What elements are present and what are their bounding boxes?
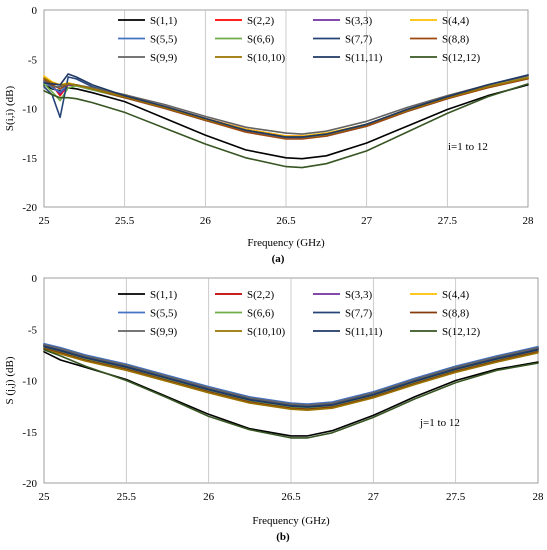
legend-label: S(7,7): [345, 34, 373, 46]
legend-label: S(11,11): [345, 326, 383, 338]
x-axis-title: Frequency (GHz): [252, 515, 330, 527]
x-tick-label: 25: [39, 215, 51, 227]
y-tick-label: -5: [28, 324, 38, 336]
legend-label: S(1,1): [150, 15, 178, 27]
legend-label: S(9,9): [150, 326, 178, 338]
legend-label: S(9,9): [150, 52, 178, 64]
series-line-S(6,6): [43, 346, 539, 410]
y-tick-label: -15: [22, 427, 37, 439]
y-axis-title: S(i,i) (dB): [4, 86, 16, 132]
legend: S(1,1) S(2,2) S(3,3) S(4,4) S(5,5) S(6,6) S(7,…: [118, 15, 481, 64]
chart-panel-b: 25 25.5 26 26.5 27 27.5 28 0 -5 -10 -15 -20 Frequenc…: [4, 273, 544, 543]
x-tick-label: 27: [361, 215, 373, 227]
x-tick-label: 26: [200, 215, 212, 227]
series-line-S(1,1): [43, 84, 529, 160]
series-group: [43, 73, 529, 169]
legend-label: S(3,3): [345, 15, 373, 27]
x-tick-label: 25: [39, 491, 51, 503]
series-line-S(7,7): [43, 344, 539, 407]
x-tick-label: 26.5: [276, 215, 296, 227]
annotation: j=1 to 12: [419, 417, 460, 429]
legend-label: S(10,10): [247, 326, 286, 338]
x-tick-label: 25.5: [115, 215, 135, 227]
series-group: [43, 342, 539, 439]
x-tick-label: 27.5: [438, 215, 458, 227]
series-line-S(9,9): [43, 343, 539, 406]
legend-label: S(5,5): [150, 308, 178, 320]
x-tick-label: 26.5: [281, 491, 301, 503]
y-tick-label: -15: [22, 153, 37, 165]
legend-label: S(4,4): [442, 289, 470, 301]
legend-label: S(1,1): [150, 289, 178, 301]
legend-label: S(7,7): [345, 308, 373, 320]
series-line-S(12,12): [43, 348, 539, 439]
panel-label: (b): [276, 531, 290, 543]
y-tick-label: 0: [32, 273, 38, 285]
legend-label: S(2,2): [247, 15, 275, 27]
legend-label: S(6,6): [247, 308, 275, 320]
annotation: i=1 to 12: [448, 141, 488, 153]
legend-label: S(2,2): [247, 289, 275, 301]
y-tick-label: -20: [22, 202, 37, 214]
series-line-S(8,8): [43, 347, 539, 411]
y-tick-label: -5: [28, 54, 38, 66]
series-line-S(11,11): [43, 345, 539, 408]
legend-label: S(12,12): [442, 326, 481, 338]
y-tick-label: -20: [22, 478, 37, 490]
series-line-S(5,5): [43, 342, 539, 405]
series-line-S(12,12): [43, 83, 529, 169]
x-tick-label: 28: [523, 215, 535, 227]
y-tick-label: 0: [32, 5, 38, 17]
x-tick-label: 25.5: [117, 491, 137, 503]
x-axis-title: Frequency (GHz): [247, 237, 325, 249]
legend-label: S(4,4): [442, 15, 470, 27]
x-tick-label: 27: [368, 491, 380, 503]
legend-label: S(5,5): [150, 34, 178, 46]
x-tick-label: 26: [203, 491, 215, 503]
legend-label: S(6,6): [247, 34, 275, 46]
y-tick-label: -10: [22, 376, 37, 388]
panel-label: (a): [272, 253, 285, 265]
legend: S(1,1) S(2,2) S(3,3) S(4,4) S(5,5) S(6,6) S(7,…: [118, 289, 481, 338]
legend-label: S(11,11): [345, 52, 383, 64]
x-tick-label: 27.5: [446, 491, 466, 503]
y-axis-title: S (j,j) (dB): [4, 356, 16, 404]
series-line-S(11,11): [43, 73, 529, 138]
legend-label: S(8,8): [442, 34, 470, 46]
y-tick-label: -10: [22, 104, 37, 116]
legend-label: S(8,8): [442, 308, 470, 320]
legend-label: S(3,3): [345, 289, 373, 301]
chart-panel-a: 25 25.5 26 26.5 27 27.5 28 0 -5 -10 -15 -20 Frequenc…: [4, 5, 534, 265]
legend-label: S(12,12): [442, 52, 481, 64]
series-line-S(10,10): [43, 348, 539, 412]
legend-label: S(10,10): [247, 52, 286, 64]
x-tick-label: 28: [533, 491, 545, 503]
